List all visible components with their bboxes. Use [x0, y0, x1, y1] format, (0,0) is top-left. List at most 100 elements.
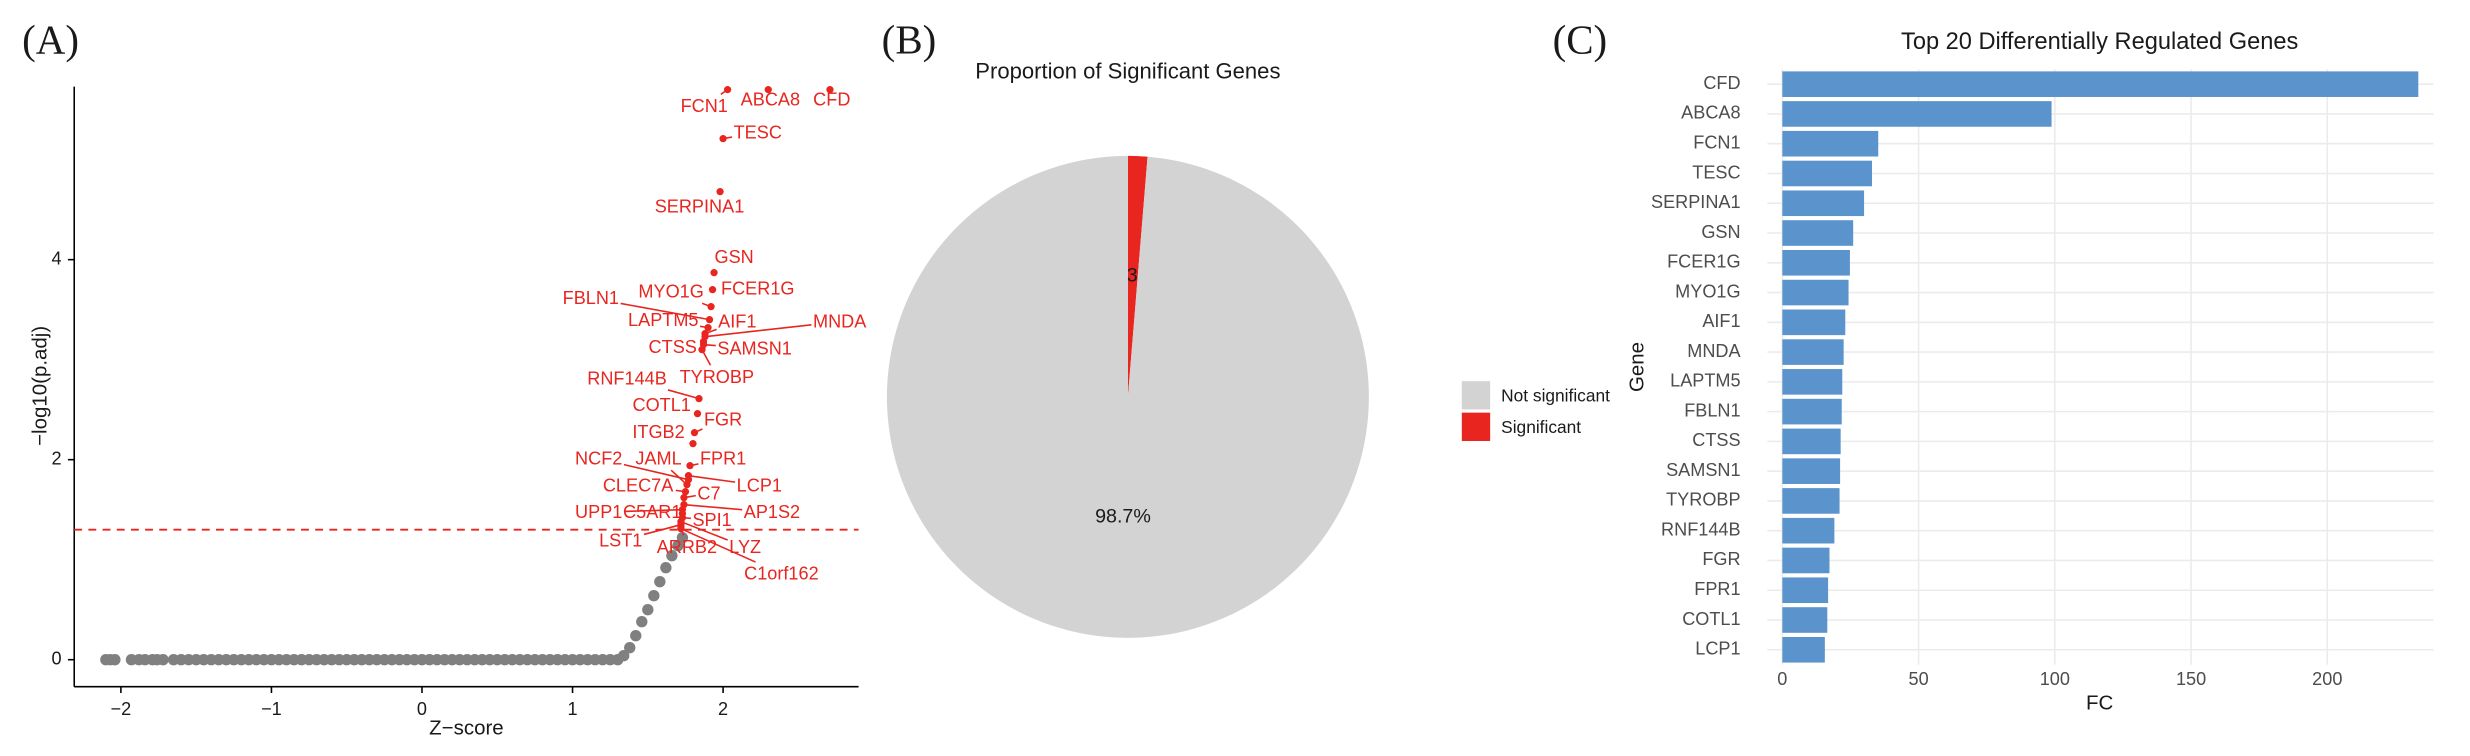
bar: [1782, 71, 2419, 97]
bar: [1782, 398, 1842, 425]
legend-label: Not significant: [1501, 385, 1610, 405]
point-label: C5AR1: [623, 502, 681, 522]
point-label: ITGB2: [632, 422, 684, 442]
legend-key: [1461, 381, 1491, 410]
label-connector: [623, 508, 683, 513]
significant-point: [764, 86, 772, 94]
label-connector: [689, 463, 699, 467]
x-tick-label: 150: [2176, 669, 2206, 689]
label-connector: [701, 302, 712, 308]
x-tick-label: −2: [111, 699, 132, 719]
point-label: C1orf162: [744, 564, 819, 584]
x-tick-label: 100: [2040, 669, 2070, 689]
y-tick-label: LCP1: [1695, 639, 1740, 659]
point-label: FCER1G: [721, 279, 794, 299]
bar: [1782, 101, 2052, 127]
point: [676, 532, 689, 544]
point-label: SERPINA1: [655, 197, 745, 217]
point-label: C7: [697, 483, 720, 503]
bar: [1782, 369, 1843, 395]
point-label: LST1: [599, 531, 642, 551]
label-connector: [667, 389, 700, 400]
panel-label: (A): [22, 17, 79, 62]
slice-label: 98.7%: [1095, 505, 1151, 527]
y-tick-label: GSN: [1701, 222, 1740, 242]
point-label: CLEC7A: [603, 475, 674, 495]
x-axis-title: Z−score: [429, 717, 504, 740]
bar: [1782, 279, 1849, 306]
point-label: FBLN1: [563, 288, 619, 308]
chart-title: Top 20 Differentially Regulated Genes: [1901, 29, 2298, 55]
label-connector: [683, 503, 743, 511]
point-label: UPP1: [575, 502, 622, 522]
label-connector: [688, 474, 736, 483]
label-connector: [720, 88, 729, 95]
label-connector: [722, 136, 733, 140]
y-tick-label: FGR: [1702, 549, 1740, 569]
bar: [1782, 190, 1865, 217]
y-axis-title: −log10(p.adj): [29, 326, 52, 446]
bar: [1782, 517, 1835, 544]
point-label: COTL1: [633, 395, 691, 415]
point-label: MYO1G: [638, 282, 703, 302]
bar: [1782, 339, 1844, 365]
point-label: CTSS: [649, 337, 697, 357]
legend-label: Significant: [1501, 417, 1581, 437]
panel-label: (C): [1553, 17, 1608, 62]
y-tick-label: FCN1: [1693, 132, 1740, 152]
label-connector: [682, 516, 691, 520]
significant-point: [710, 269, 718, 277]
point: [157, 654, 169, 666]
bar: [1782, 428, 1841, 455]
bar: [1782, 607, 1828, 633]
x-tick-label: −1: [261, 699, 282, 719]
point-label: TESC: [734, 123, 782, 143]
legend-key: [1461, 412, 1491, 441]
label-connector: [704, 324, 812, 338]
point-label: FPR1: [700, 449, 746, 469]
point: [660, 562, 672, 574]
y-tick-label: ABCA8: [1681, 103, 1740, 123]
bar: [1782, 309, 1846, 336]
x-tick-label: 1: [567, 699, 577, 719]
x-axis-title: FC: [2086, 691, 2113, 714]
x-tick-label: 200: [2312, 669, 2342, 689]
y-tick-label: TESC: [1692, 162, 1740, 182]
pie-slice: [1127, 155, 1148, 397]
y-tick-label: TYROBP: [1666, 490, 1740, 510]
significant-point: [708, 286, 717, 294]
point-label: ARRB2: [657, 537, 717, 557]
y-tick-label: 4: [52, 248, 62, 268]
bar: [1782, 547, 1830, 574]
point-label: AP1S2: [744, 502, 800, 522]
significant-point: [704, 324, 712, 332]
y-tick-label: 2: [52, 448, 62, 468]
label-connector: [680, 520, 728, 541]
label-connector: [683, 494, 696, 499]
significant-point: [707, 303, 715, 311]
significant-point: [689, 440, 697, 448]
y-tick-label: FBLN1: [1684, 400, 1740, 420]
y-tick-label: MNDA: [1687, 341, 1741, 361]
x-tick-label: 0: [417, 699, 427, 719]
point-label: LAPTM5: [628, 310, 698, 330]
label-connector: [703, 343, 716, 347]
point-label: FGR: [704, 409, 742, 429]
point-label: MNDA: [813, 312, 867, 332]
label-connector: [643, 523, 682, 536]
bar: [1782, 458, 1841, 484]
y-tick-label: MYO1G: [1675, 281, 1740, 301]
y-tick-label: 0: [52, 648, 62, 668]
y-tick-label: SERPINA1: [1651, 192, 1741, 212]
significant-point: [705, 316, 714, 324]
label-connector: [675, 489, 686, 493]
point-label: LYZ: [729, 537, 761, 557]
y-tick-label: CFD: [1703, 73, 1740, 93]
bar: [1782, 220, 1854, 246]
point-label: TYROBP: [680, 367, 754, 387]
significant-point: [686, 462, 694, 470]
point: [624, 642, 636, 654]
y-tick-label: SAMSN1: [1666, 460, 1740, 480]
bar: [1782, 488, 1840, 514]
